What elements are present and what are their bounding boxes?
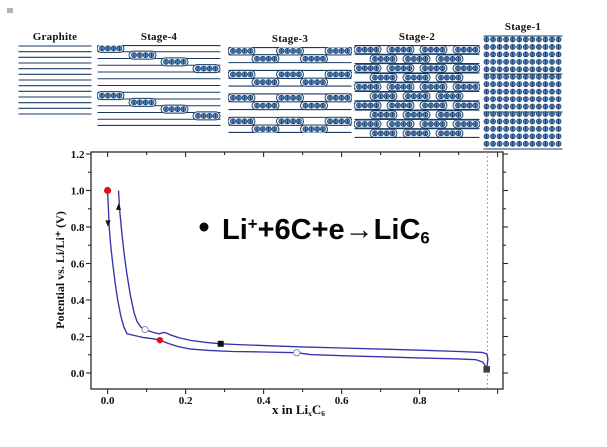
filled-circle-marker [156,336,164,344]
y-tick-label: 0.0 [71,368,85,380]
open-circle-marker [293,349,301,357]
plot-frame [90,151,504,390]
x-tick-label: 0.4 [257,395,271,407]
stage-4-diagram [97,45,221,126]
panel-title-stage-2: Stage-2 [398,31,436,43]
square-marker [483,366,490,373]
panel-title-stage-1: Stage-1 [504,21,542,33]
y-tick-label: 0.8 [71,222,85,234]
charge-curve [117,190,489,370]
discharge-curve [106,190,488,370]
panel-title-graphite: Graphite [32,31,78,43]
panel-stage-2: Stage-2 [354,31,480,138]
y-tick-label: 0.4 [71,295,85,307]
reaction-annotation: Li++6C+e→LiC6 [222,214,430,248]
square-marker [217,340,224,347]
stage-1-diagram [483,35,563,150]
panel-stage-1: Stage-1 [483,21,563,150]
graphite-layers-diagram [18,45,92,115]
potential-vs-capacity-chart: 0.0 0.2 0.4 0.6 0.8 0.0 0.2 0.4 0.6 0.8 1.0 1.2 Pote… [53,149,508,418]
artifact-speck [7,8,13,13]
y-tick-labels: 0.0 0.2 0.4 0.6 0.8 1.0 1.2 [71,149,85,380]
panel-stage-4: Stage-4 [97,31,221,126]
annotation-bullet [199,222,209,232]
filled-circle-marker [104,186,112,195]
direction-arrow-up [115,203,122,210]
x-tick-label: 0.2 [179,395,193,407]
y-tick-label: 0.2 [71,332,85,344]
panel-title-stage-4: Stage-4 [140,31,178,43]
y-tick-label: 1.0 [71,186,85,198]
open-circle-marker [141,325,149,334]
x-tick-labels: 0.0 0.2 0.4 0.6 0.8 [101,395,427,407]
data-markers [104,186,490,373]
direction-arrow-down [105,220,111,227]
panel-graphite: Graphite [18,31,92,115]
x-axis-label: x in LixC6 [272,402,325,418]
x-tick-label: 0.6 [335,395,349,407]
stage-3-diagram [228,47,352,133]
y-axis-label: Potential vs. Li/Li⁺ (V) [53,211,67,329]
axis-ticks [86,152,508,394]
y-tick-label: 0.6 [71,259,85,271]
stage-2-diagram [354,45,480,138]
x-tick-label: 0.0 [101,395,115,407]
x-tick-label: 0.8 [413,395,427,407]
panel-title-stage-3: Stage-3 [271,33,309,45]
y-tick-label: 1.2 [71,149,85,161]
panel-stage-3: Stage-3 [228,33,352,133]
